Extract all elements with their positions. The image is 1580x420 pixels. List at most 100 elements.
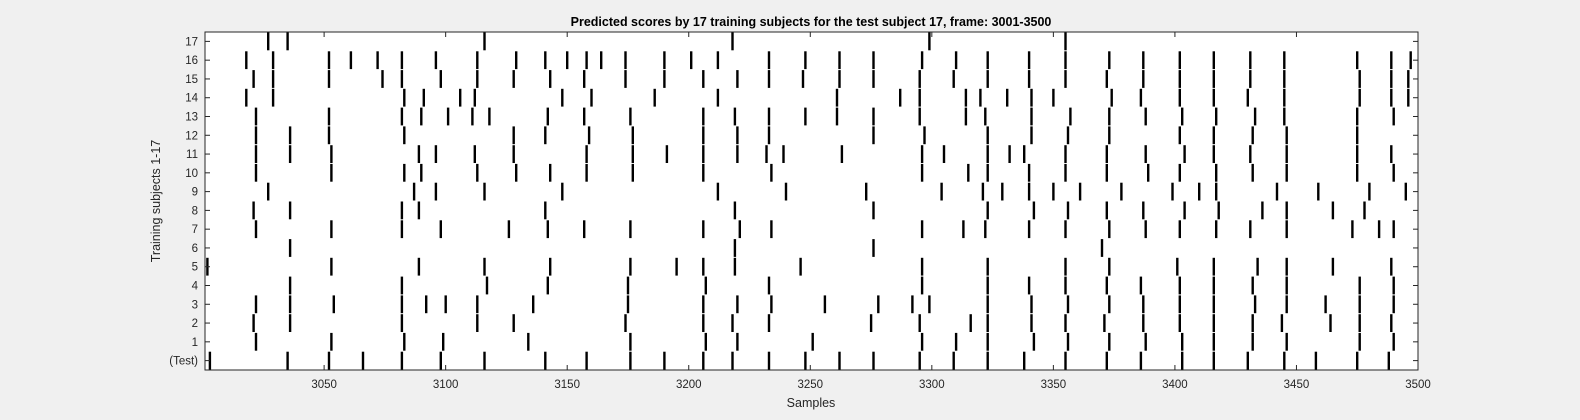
event-mark xyxy=(583,107,586,126)
event-mark xyxy=(400,70,404,88)
event-mark xyxy=(626,295,630,314)
event-mark xyxy=(1283,51,1286,70)
event-mark xyxy=(1249,220,1252,239)
event-mark xyxy=(327,126,331,145)
event-mark xyxy=(1331,201,1335,220)
event-mark xyxy=(288,314,292,332)
event-mark xyxy=(381,70,384,88)
event-mark xyxy=(969,314,972,332)
event-mark xyxy=(626,276,630,295)
event-mark xyxy=(400,220,404,239)
event-mark xyxy=(920,163,924,182)
event-mark xyxy=(1390,51,1393,70)
event-mark xyxy=(665,145,669,163)
event-mark xyxy=(804,351,807,370)
event-mark xyxy=(585,51,588,70)
event-mark xyxy=(629,220,632,239)
event-mark xyxy=(546,276,549,295)
event-mark xyxy=(1052,182,1055,201)
event-mark xyxy=(770,163,773,182)
event-mark xyxy=(1358,332,1361,351)
event-mark xyxy=(400,201,404,220)
event-mark xyxy=(1178,70,1181,88)
event-mark xyxy=(986,145,989,163)
event-mark xyxy=(736,126,739,145)
event-mark xyxy=(1324,295,1327,314)
event-mark xyxy=(1285,295,1288,314)
event-mark xyxy=(1407,70,1410,88)
event-mark xyxy=(1283,88,1286,107)
event-mark xyxy=(288,145,292,163)
event-mark xyxy=(1409,51,1412,70)
event-mark xyxy=(1027,51,1031,70)
event-mark xyxy=(716,51,720,70)
event-mark xyxy=(254,332,258,351)
event-mark xyxy=(964,107,968,126)
event-mark xyxy=(1261,201,1264,220)
event-mark xyxy=(1331,257,1335,276)
y-tick-label: 8 xyxy=(192,205,198,217)
event-mark xyxy=(1066,201,1070,220)
event-mark xyxy=(1249,145,1252,163)
event-mark xyxy=(1285,145,1288,163)
event-mark xyxy=(736,145,739,163)
event-mark xyxy=(420,107,423,126)
event-mark xyxy=(600,51,603,70)
event-mark xyxy=(1120,182,1123,201)
event-mark xyxy=(702,295,705,314)
event-mark xyxy=(736,332,739,351)
event-mark xyxy=(1100,239,1104,257)
event-mark xyxy=(954,51,958,70)
event-mark xyxy=(1285,220,1288,239)
event-mark xyxy=(675,257,678,276)
event-mark xyxy=(1356,163,1359,182)
event-mark xyxy=(349,51,353,70)
event-mark xyxy=(1212,257,1215,276)
event-mark xyxy=(1142,201,1145,220)
event-mark xyxy=(587,126,591,145)
event-mark xyxy=(702,163,705,182)
event-mark xyxy=(330,257,333,276)
event-mark xyxy=(986,276,989,295)
event-mark xyxy=(271,88,275,107)
event-mark xyxy=(549,70,552,88)
event-mark xyxy=(767,276,771,295)
event-mark xyxy=(986,332,989,351)
event-mark xyxy=(1030,314,1033,332)
event-mark xyxy=(1251,126,1254,145)
event-mark xyxy=(872,126,875,145)
event-mark xyxy=(561,88,564,107)
event-mark xyxy=(631,126,634,145)
event-mark xyxy=(986,314,989,332)
event-mark xyxy=(1283,107,1286,126)
event-mark xyxy=(1108,257,1111,276)
event-mark xyxy=(801,70,805,88)
event-mark xyxy=(940,182,943,201)
event-mark xyxy=(439,351,442,370)
event-mark xyxy=(979,88,982,107)
event-mark xyxy=(877,295,880,314)
event-mark xyxy=(254,295,258,314)
event-mark xyxy=(1147,163,1150,182)
event-mark xyxy=(1285,257,1288,276)
event-mark xyxy=(286,32,289,51)
event-mark xyxy=(1064,70,1067,88)
event-mark xyxy=(835,88,839,107)
event-mark xyxy=(702,351,705,370)
event-mark xyxy=(799,257,802,276)
event-mark xyxy=(1215,107,1218,126)
x-tick-label: 3150 xyxy=(554,379,580,391)
event-mark xyxy=(1027,163,1031,182)
event-mark xyxy=(986,351,989,370)
event-mark xyxy=(1064,145,1067,163)
event-mark xyxy=(585,163,588,182)
event-mark xyxy=(784,182,788,201)
event-mark xyxy=(1066,332,1070,351)
event-mark xyxy=(330,220,333,239)
event-mark xyxy=(544,51,547,70)
event-mark xyxy=(967,163,970,182)
x-tick-label: 3500 xyxy=(1405,379,1431,391)
event-mark xyxy=(653,88,656,107)
event-mark xyxy=(330,145,333,163)
event-mark xyxy=(1351,220,1354,239)
